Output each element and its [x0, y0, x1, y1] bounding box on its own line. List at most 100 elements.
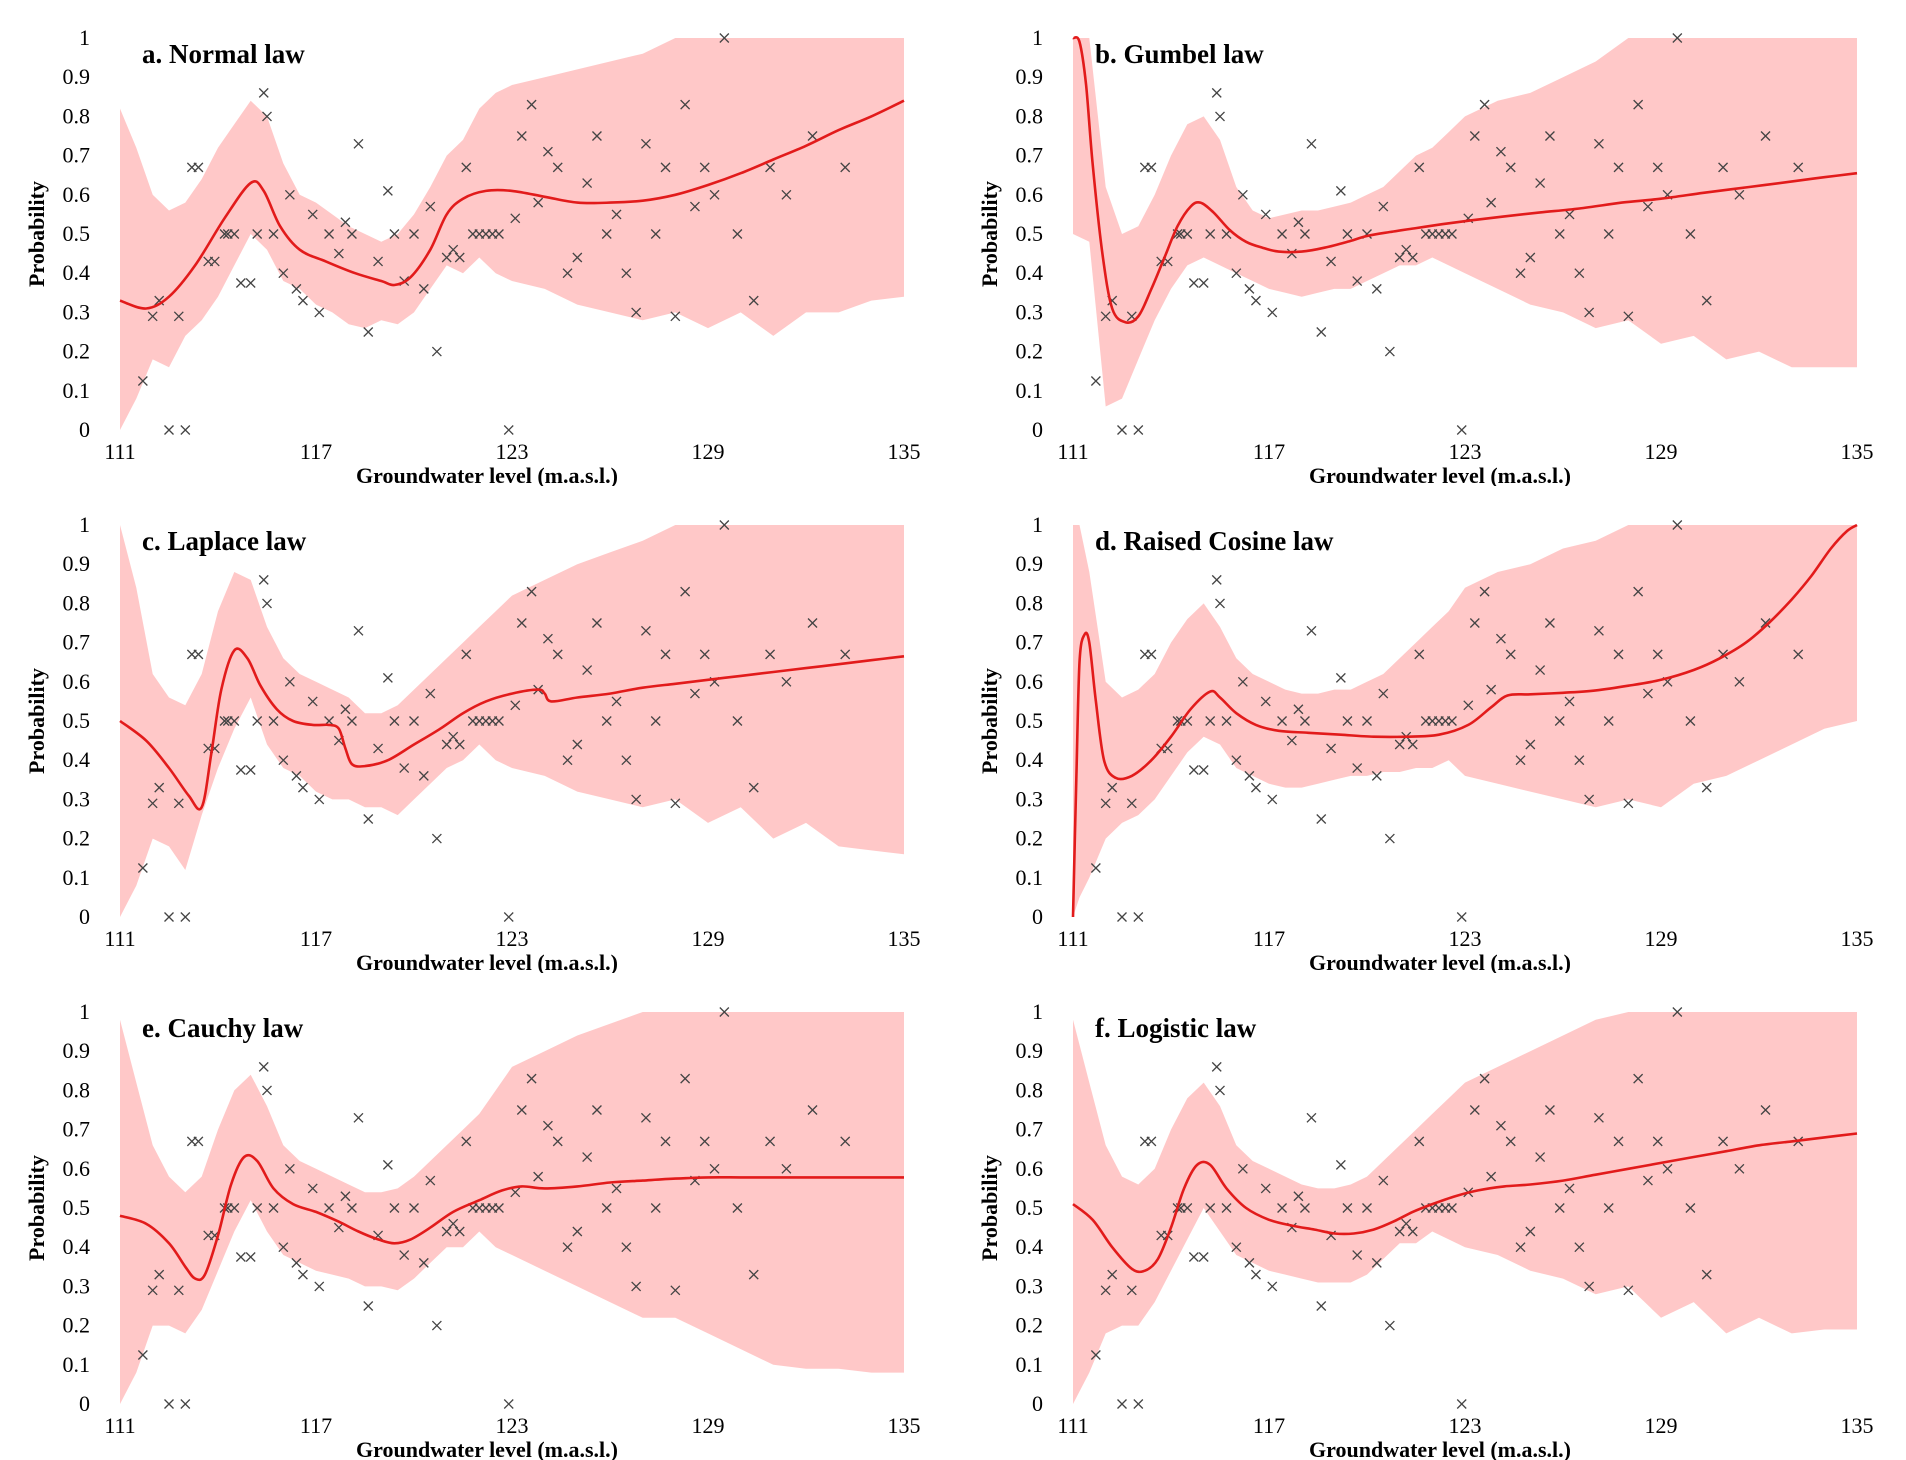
observation-point: [235, 278, 246, 288]
observation-point: [1463, 700, 1474, 711]
observation-point: [353, 1112, 364, 1123]
observation-point: [1652, 649, 1663, 660]
observation-point: [601, 716, 612, 726]
observation-point: [193, 1136, 204, 1147]
y-tick-label: 1: [1032, 25, 1043, 50]
observation-point: [454, 252, 465, 263]
observation-point: [1486, 197, 1497, 208]
observation-point: [1335, 1159, 1346, 1170]
observation-point: [526, 99, 537, 110]
observation-point: [1584, 307, 1595, 318]
y-tick-label: 0.8: [1016, 1077, 1044, 1102]
observation-point: [284, 189, 295, 200]
y-tick-label: 0.2: [63, 339, 91, 364]
observation-point: [1260, 1183, 1271, 1194]
observation-point: [1401, 1218, 1412, 1229]
observation-point: [1182, 1203, 1193, 1213]
observation-point: [262, 111, 272, 122]
observation-point: [660, 1136, 671, 1147]
observation-point: [552, 162, 563, 173]
y-axis-label: Probability: [977, 181, 1002, 287]
observation-point: [1244, 770, 1255, 781]
observation-point: [307, 1183, 318, 1194]
y-tick-label: 0.1: [63, 865, 91, 890]
observation-point: [1495, 633, 1506, 644]
observation-point: [1515, 755, 1526, 766]
observation-point: [353, 138, 364, 149]
y-tick-label: 0.4: [63, 747, 91, 772]
observation-point: [748, 295, 759, 306]
observation-point: [1603, 1203, 1614, 1213]
x-tick-label: 111: [104, 1413, 135, 1438]
observation-point: [1231, 1242, 1242, 1253]
observation-point: [689, 688, 700, 699]
y-tick-label: 0.8: [63, 103, 91, 128]
observation-point: [229, 1203, 240, 1213]
observation-point: [1250, 782, 1261, 793]
observation-point: [1100, 798, 1111, 809]
observation-point: [1446, 1203, 1457, 1213]
observation-point: [1401, 244, 1412, 255]
observation-point: [516, 618, 527, 628]
observation-point: [1384, 833, 1395, 844]
y-tick-label: 0.6: [63, 1156, 91, 1181]
y-tick-label: 0.2: [63, 1313, 91, 1338]
observation-point: [1293, 1191, 1304, 1202]
y-tick-label: 0.2: [1016, 339, 1044, 364]
observation-point: [1642, 201, 1653, 212]
y-tick-label: 1: [79, 999, 90, 1024]
observation-point: [1760, 1105, 1771, 1115]
observation-point: [278, 268, 289, 279]
observation-point: [346, 716, 357, 726]
observation-point: [461, 649, 472, 660]
observation-point: [732, 716, 743, 726]
observation-point: [1244, 283, 1255, 294]
observation-point: [252, 1203, 263, 1213]
observation-point: [1613, 1136, 1624, 1147]
observation-point: [297, 782, 308, 793]
observation-point: [1306, 1112, 1317, 1123]
confidence-band: [120, 38, 904, 430]
observation-point: [611, 209, 622, 220]
observation-point: [441, 1226, 452, 1237]
x-tick-label: 135: [1841, 439, 1874, 464]
observation-point: [732, 229, 743, 239]
observation-point: [219, 229, 230, 239]
observation-point: [1299, 716, 1310, 726]
observation-point: [1479, 586, 1490, 597]
observation-point: [1107, 1269, 1118, 1280]
y-tick-label: 0.1: [1016, 378, 1044, 403]
observation-point: [1326, 743, 1337, 754]
observation-point: [1479, 1073, 1490, 1084]
x-tick-label: 129: [692, 439, 725, 464]
observation-point: [1495, 1120, 1506, 1131]
y-tick-label: 0.7: [63, 143, 91, 168]
observation-point: [699, 1136, 710, 1147]
observation-point: [1090, 1350, 1101, 1360]
x-tick-label: 129: [1645, 439, 1678, 464]
y-tick-label: 0.5: [63, 1195, 91, 1220]
observation-point: [601, 1203, 612, 1213]
observation-point: [1414, 1136, 1425, 1147]
observation-point: [399, 1250, 410, 1260]
observation-point: [781, 676, 792, 687]
observation-point: [1215, 111, 1225, 122]
y-tick-label: 0.3: [1016, 786, 1044, 811]
x-tick-label: 111: [104, 926, 135, 951]
observation-point: [340, 704, 351, 715]
x-tick-label: 111: [1057, 926, 1088, 951]
observation-point: [1564, 1183, 1575, 1194]
observation-point: [650, 716, 661, 726]
observation-point: [732, 1203, 743, 1213]
observation-point: [526, 586, 537, 597]
x-tick-label: 123: [1449, 1413, 1482, 1438]
observation-point: [1211, 87, 1222, 98]
observation-point: [1574, 755, 1585, 766]
observation-point: [709, 1163, 720, 1174]
observation-point: [631, 794, 642, 805]
y-tick-label: 0.4: [1016, 747, 1044, 772]
y-tick-label: 0.1: [1016, 1352, 1044, 1377]
observation-point: [1260, 209, 1271, 220]
observation-point: [601, 229, 612, 239]
